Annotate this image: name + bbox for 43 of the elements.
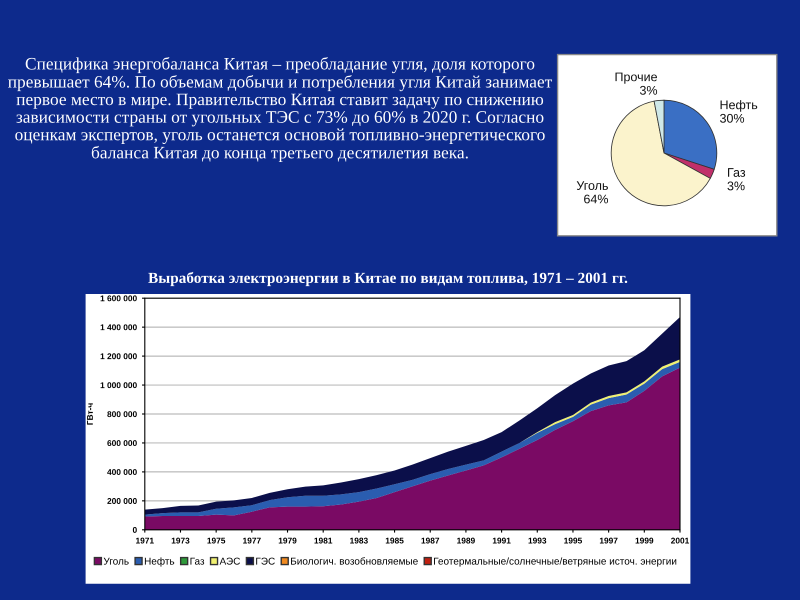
y-tick-label: 600 000 [107,440,137,446]
x-tick-label: 1973 [172,538,190,544]
legend-label: Геотермальные/солнечные/ветряные источ. энергии [434,557,676,567]
y-tick-label: 200 000 [107,498,137,504]
x-tick-label: 1971 [136,538,154,544]
legend-label: Уголь [104,558,129,565]
y-tick-label: 0 [132,527,137,533]
x-tick-label: 1981 [314,538,332,544]
legend-label: Газ [190,558,204,565]
x-tick-label: 1991 [492,538,511,544]
y-tick-label: 1 600 000 [100,295,137,302]
legend-label: АЭС [220,558,240,565]
x-tick-label: 1983 [350,538,368,544]
chart-title: Выработка электроэнергии в Китае по видам топлива, 1971 – 2001 гг. [148,272,628,286]
x-tick-label: 1999 [636,538,654,544]
x-tick-label: 1979 [278,538,296,544]
x-tick-label: 1989 [457,538,475,544]
x-tick-label: 1977 [243,538,261,544]
data-label: 3% [640,86,658,95]
legend-label: Биологич. возобновляемые [291,557,418,565]
y-axis-title: ГВт-ч [87,403,93,425]
y-tick-label: 1 000 000 [100,382,137,388]
y-tick-label: 1 400 000 [100,324,137,330]
y-tick-label: 1 200 000 [100,353,137,360]
slice-label: Нефть [720,100,758,112]
y-tick-label: 800 000 [107,411,137,418]
y-tick-label: 400 000 [107,469,137,475]
legend-label: Нефть [144,557,174,567]
data-label: 30% [720,114,744,123]
x-tick-label: 1975 [207,538,226,544]
x-tick-label: 2001 [671,538,690,544]
data-label: 3% [727,181,745,190]
text: Специфика энергобаланса Китая – преобладание угля, доля которого превышает 64%. По объемам добычи и потребления угля Китай занимает первое место в мире. Правительство Китая ставит задачу по снижению зависимости страны от угольных ТЭС с 73% до 60% в 2020 г. Согласно оценкам экспертов, уголь останется основой топливно-энергетического баланса Китая до конца третьего десятилетия века. [8,57,552,162]
legend-label: ГЭС [256,558,275,565]
slice-label: Уголь [576,181,608,190]
x-tick-label: 1987 [421,538,440,544]
data-label: 64% [584,194,608,204]
slice-label: Газ [728,168,746,177]
x-tick-label: 1995 [564,538,582,544]
x-tick-label: 1997 [600,538,618,544]
x-tick-label: 1993 [528,538,546,544]
slice-label: Прочие [616,72,657,84]
x-tick-label: 1985 [386,538,404,544]
